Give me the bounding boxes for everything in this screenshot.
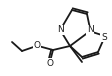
Text: N: N	[87, 26, 93, 35]
Text: S: S	[101, 33, 107, 41]
Text: N: N	[58, 26, 64, 35]
Text: O: O	[33, 41, 41, 49]
Text: O: O	[46, 59, 54, 67]
